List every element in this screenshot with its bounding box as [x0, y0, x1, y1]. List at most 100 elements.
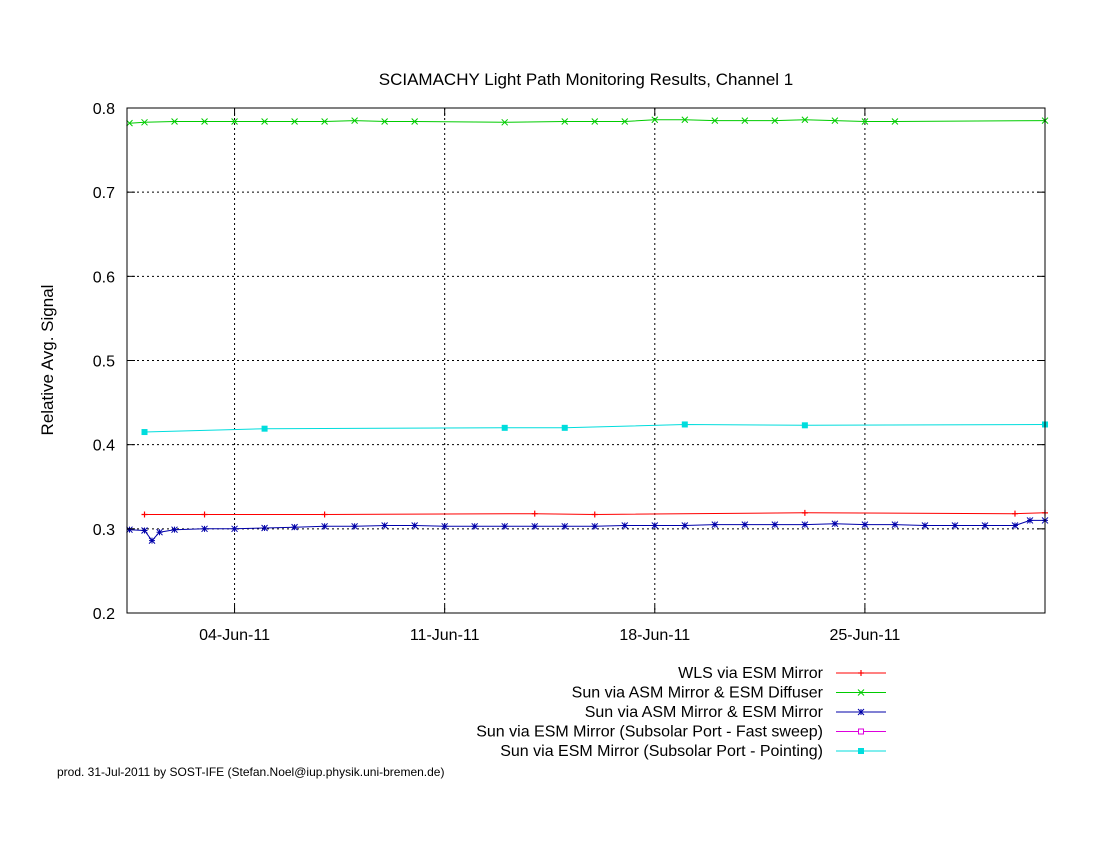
data-point	[171, 526, 178, 534]
legend-label: Sun via ESM Mirror (Subsolar Port - Poin…	[500, 743, 823, 760]
data-point	[261, 425, 268, 432]
data-point	[261, 118, 268, 125]
data-point	[201, 525, 208, 533]
y-tick-label: 0.3	[93, 522, 115, 539]
data-point	[291, 118, 298, 125]
series-3	[126, 517, 1049, 544]
data-point	[231, 525, 238, 533]
data-point	[501, 118, 509, 126]
data-point	[861, 118, 869, 125]
y-tick-label: 0.8	[93, 101, 115, 118]
legend-label: Sun via ESM Mirror (Subsolar Port - Fast…	[476, 724, 823, 741]
data-point	[1011, 522, 1019, 529]
data-point	[741, 521, 749, 528]
y-tick-label: 0.5	[93, 354, 115, 371]
x-tick-label: 25-Jun-11	[829, 627, 900, 644]
grid-lines	[127, 108, 1045, 613]
x-tick-label: 11-Jun-11	[410, 627, 480, 644]
data-point	[141, 118, 148, 126]
data-point	[891, 118, 899, 125]
data-point	[291, 523, 298, 531]
data-point	[711, 521, 719, 528]
data-point	[411, 522, 419, 529]
data-point	[126, 119, 133, 127]
data-point	[681, 116, 689, 124]
data-point	[126, 526, 133, 534]
axis-ticks: 0.2 0.3 0.4 0.5 0.6 0.7 0.8 04-Jun-11 11-Jun-11 1…	[93, 101, 1045, 644]
data-point	[831, 520, 839, 528]
y-tick-label: 0.2	[93, 606, 115, 623]
legend-marker	[857, 689, 865, 696]
data-point	[261, 524, 268, 532]
data-point	[381, 118, 388, 125]
data-point	[621, 118, 629, 125]
y-tick-label: 0.6	[93, 269, 115, 286]
footer-credit: prod. 31-Jul-2011 by SOST-IFE (Stefan.No…	[57, 765, 444, 779]
data-point	[148, 537, 156, 544]
legend-marker	[857, 708, 865, 716]
data-point	[471, 522, 479, 530]
data-point	[231, 118, 238, 125]
data-point	[171, 118, 178, 125]
data-point	[831, 117, 839, 124]
data-point	[351, 117, 358, 124]
data-point	[156, 528, 163, 536]
data-point	[141, 511, 148, 518]
legend-marker	[858, 728, 864, 735]
data-point	[801, 509, 808, 516]
data-point	[771, 521, 779, 528]
data-point	[1011, 510, 1018, 517]
y-tick-label: 0.4	[93, 438, 115, 455]
data-point	[741, 117, 749, 124]
legend-marker	[858, 670, 864, 676]
data-point	[531, 522, 539, 530]
data-point	[591, 522, 599, 530]
data-point	[381, 522, 388, 529]
data-point	[771, 117, 779, 124]
series-1	[141, 509, 1048, 518]
series-line	[144, 512, 1046, 516]
data-point	[561, 424, 568, 431]
data-point	[441, 522, 449, 530]
data-point	[501, 522, 509, 530]
data-point	[801, 422, 808, 429]
data-point	[801, 116, 809, 124]
chart-title: SCIAMACHY Light Path Monitoring Results,…	[379, 70, 794, 89]
data-point	[1026, 517, 1034, 524]
y-tick-label: 0.7	[93, 185, 115, 202]
data-point	[711, 117, 719, 124]
data-point	[201, 118, 208, 125]
legend-marker	[858, 748, 864, 754]
data-point	[321, 118, 328, 125]
data-point	[591, 118, 599, 125]
data-point	[561, 118, 569, 125]
series-2	[126, 116, 1049, 127]
data-point	[651, 116, 659, 124]
legend-label: Sun via ASM Mirror & ESM Diffuser	[572, 685, 824, 702]
data-point	[321, 511, 328, 518]
legend-label: WLS via ESM Mirror	[678, 665, 824, 682]
series-layer	[126, 116, 1049, 544]
data-point	[321, 522, 328, 530]
series-line	[129, 119, 1046, 124]
series-5	[141, 421, 1048, 436]
data-point	[561, 522, 569, 530]
data-point	[921, 522, 929, 529]
data-point	[141, 429, 148, 436]
data-point	[681, 421, 688, 428]
data-point	[411, 118, 419, 125]
x-tick-label: 04-Jun-11	[199, 627, 270, 644]
data-point	[141, 527, 148, 534]
data-point	[501, 424, 508, 431]
series-line	[144, 423, 1046, 433]
y-axis-label: Relative Avg. Signal	[38, 285, 57, 436]
data-point	[351, 522, 358, 530]
data-point	[951, 522, 959, 529]
data-point	[981, 522, 989, 529]
legend: WLS via ESM Mirror Sun via ASM Mirror & E…	[476, 665, 886, 760]
data-point	[651, 522, 659, 529]
legend-label: Sun via ASM Mirror & ESM Mirror	[585, 704, 824, 721]
data-point	[861, 521, 869, 528]
data-point	[621, 522, 629, 529]
data-point	[531, 510, 538, 517]
